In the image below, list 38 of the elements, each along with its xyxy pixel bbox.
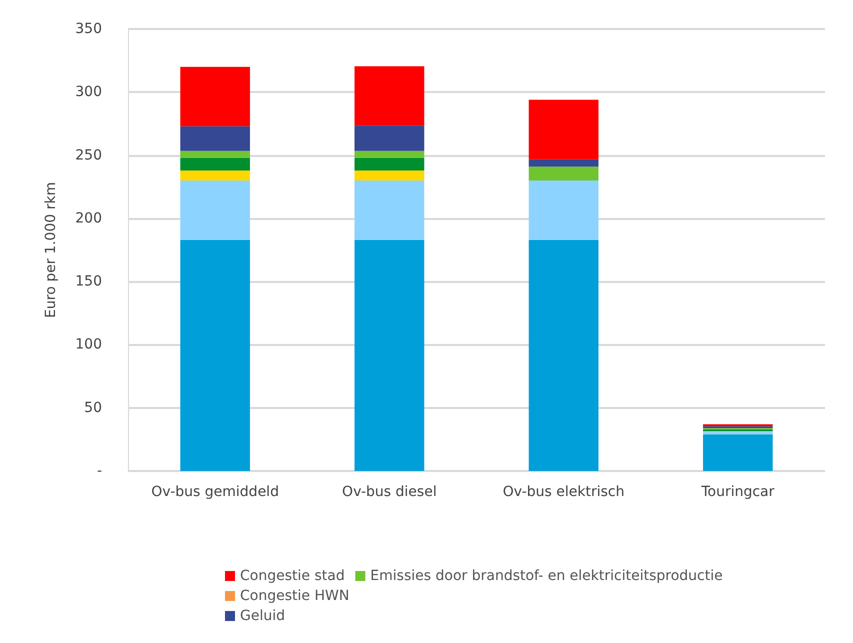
- bar: [528, 166, 598, 181]
- y-tick-label: -: [96, 463, 102, 479]
- bar: [180, 158, 250, 170]
- legend-label: Emissies door brandstof- en elektriciteitsproductie: [370, 568, 723, 584]
- y-tick-label: 200: [75, 210, 102, 226]
- bar: [703, 434, 773, 471]
- bar: [354, 66, 424, 126]
- y-tick-label: 300: [75, 84, 102, 100]
- x-tick-label: Ov-bus gemiddeld: [151, 484, 279, 500]
- y-tick-label: 350: [75, 21, 102, 37]
- bar: [180, 170, 250, 181]
- bar: [180, 240, 250, 471]
- bar: [354, 158, 424, 170]
- bar: [354, 150, 424, 158]
- bar: [354, 170, 424, 181]
- x-tick-label: Touringcar: [700, 484, 775, 500]
- y-axis-title: Euro per 1.000 rkm: [43, 182, 59, 318]
- bar: [354, 240, 424, 471]
- bar: [354, 126, 424, 151]
- y-tick-label: 100: [75, 336, 102, 353]
- y-tick-label: 250: [75, 147, 102, 164]
- bar: [528, 159, 598, 167]
- legend-label: Geluid: [240, 608, 286, 624]
- bar: [528, 100, 598, 160]
- bar: [354, 180, 424, 240]
- bar: [180, 66, 250, 126]
- bar: [180, 126, 250, 151]
- y-tick-label: 150: [75, 274, 102, 290]
- bar: [528, 180, 598, 240]
- legend-label: Congestie stad: [240, 568, 345, 584]
- bar: [180, 150, 250, 158]
- legend-label: Congestie HWN: [240, 588, 350, 604]
- x-tick-label: Ov-bus elektrisch: [502, 484, 624, 500]
- bar: [180, 180, 250, 240]
- x-tick-label: Ov-bus diesel: [342, 484, 437, 500]
- bar: [528, 240, 598, 471]
- bar: [703, 432, 773, 434]
- y-tick-label: 50: [84, 400, 102, 416]
